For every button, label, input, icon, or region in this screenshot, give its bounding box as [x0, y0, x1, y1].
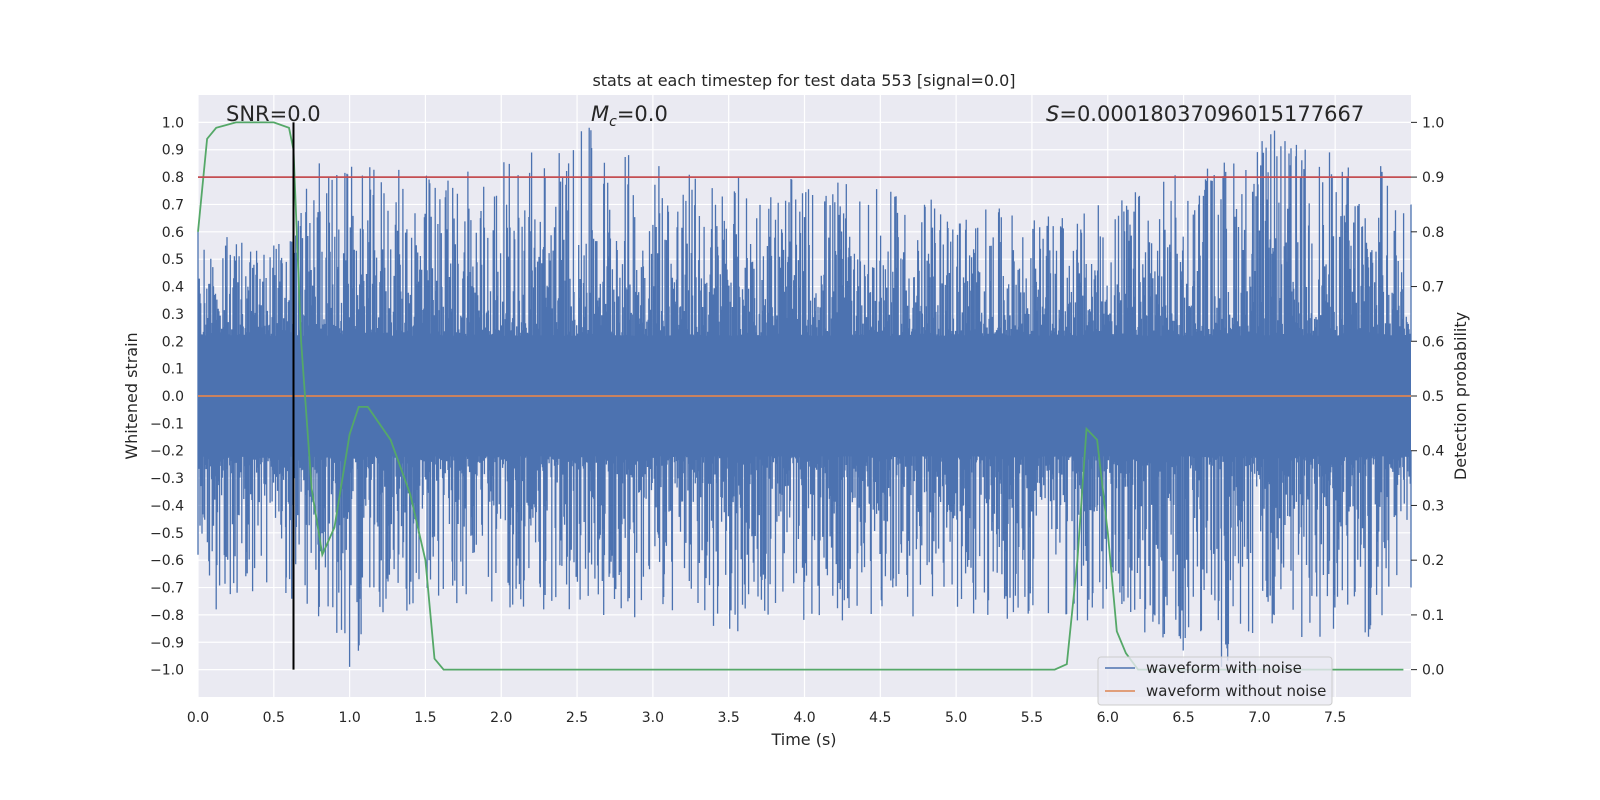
y-left-tick-label: −0.9 [150, 635, 184, 651]
legend-label-noise: waveform with noise [1146, 659, 1302, 677]
x-tick-label: 6.5 [1172, 710, 1194, 726]
chirp-mass-annotation: Mc=0.0 [591, 102, 668, 130]
y-right-tick-label: 0.8 [1422, 225, 1444, 241]
y-left-tick-label: −0.1 [150, 416, 184, 432]
x-tick-label: 3.0 [642, 710, 664, 726]
y-axis-label-left: Whitened strain [122, 332, 141, 459]
line-series [197, 121, 1411, 671]
chirp-mass-value: =0.0 [617, 102, 668, 126]
x-tick-label: 3.5 [718, 710, 740, 726]
x-tick-label: 2.5 [566, 710, 588, 726]
x-tick-label: 1.0 [338, 710, 360, 726]
y-left-tick-label: 0.7 [162, 197, 184, 213]
y-right-tick-label: 0.3 [1422, 498, 1444, 514]
snr-annotation: SNR=0.0 [226, 102, 321, 126]
y-right-tick-label: 0.6 [1422, 334, 1444, 350]
legend: waveform with noise waveform without noi… [1097, 656, 1333, 706]
x-tick-label: 4.5 [869, 710, 891, 726]
y-right-tick-label: 0.0 [1422, 663, 1444, 679]
x-tick-label: 5.0 [945, 710, 967, 726]
score-value: =0.00018037096015177667 [1059, 102, 1364, 126]
y-left-tick-label: 1.0 [162, 115, 184, 131]
y-left-tick-label: −0.6 [150, 553, 184, 569]
x-axis-label: Time (s) [770, 730, 836, 749]
y-left-tick-labels: −1.0 −0.9 −0.8 −0.7 −0.6 −0.5 −0.4 −0.3 −0.2 −0.1… [150, 115, 184, 678]
y-left-tick-label: 0.3 [162, 307, 184, 323]
x-tick-label: 0.0 [187, 710, 209, 726]
y-left-tick-label: 0.1 [162, 362, 184, 378]
y-right-tick-label: 1.0 [1422, 115, 1444, 131]
chart-title: stats at each timestep for test data 553… [592, 71, 1015, 90]
x-tick-label: 5.5 [1021, 710, 1043, 726]
legend-box [1097, 656, 1333, 706]
x-tick-label: 1.5 [414, 710, 436, 726]
detection-probability-line [197, 121, 1404, 671]
score-symbol: S [1046, 102, 1059, 126]
x-tick-label: 7.0 [1248, 710, 1270, 726]
x-tick-label: 7.5 [1324, 710, 1346, 726]
noise-series [197, 127, 1412, 667]
chirp-mass-subscript: c [609, 114, 617, 130]
noise-trace [197, 127, 1412, 667]
y-left-tick-label: −0.5 [150, 526, 184, 542]
x-tick-labels: 0.0 0.5 1.0 1.5 2.0 2.5 3.0 3.5 4.0 4.5 5.0 5.5 6.0 6… [187, 710, 1346, 726]
y-right-tick-label: 0.9 [1422, 170, 1444, 186]
y-left-tick-label: 0.4 [162, 280, 184, 296]
y-right-tick-label: 0.7 [1422, 280, 1444, 296]
x-tick-label: 0.5 [263, 710, 285, 726]
y-left-tick-label: −1.0 [150, 663, 184, 679]
y-right-tick-label: 0.2 [1422, 553, 1444, 569]
score-annotation: S=0.00018037096015177667 [1046, 102, 1364, 126]
y-right-tick-label: 0.5 [1422, 389, 1444, 405]
y-left-tick-label: −0.4 [150, 498, 184, 514]
y-left-tick-label: −0.7 [150, 581, 184, 597]
y-right-tick-labels: 0.0 0.1 0.2 0.3 0.4 0.5 0.6 0.7 0.8 0.9 1.0 [1411, 115, 1444, 679]
y-left-tick-label: 0.9 [162, 143, 184, 159]
x-tick-label: 6.0 [1097, 710, 1119, 726]
x-tick-label: 4.0 [793, 710, 815, 726]
y-left-tick-label: −0.2 [150, 444, 184, 460]
x-tick-label: 2.0 [490, 710, 512, 726]
y-axis-label-right: Detection probability [1451, 312, 1470, 480]
y-left-tick-label: −0.3 [150, 471, 184, 487]
y-left-tick-label: 0.0 [162, 389, 184, 405]
legend-label-clean: waveform without noise [1146, 682, 1326, 700]
y-right-tick-label: 0.1 [1422, 608, 1444, 624]
y-left-tick-label: 0.5 [162, 252, 184, 268]
y-left-tick-label: 0.6 [162, 225, 184, 241]
y-left-tick-label: −0.8 [150, 608, 184, 624]
y-right-tick-label: 0.4 [1422, 444, 1444, 460]
y-left-tick-label: 0.2 [162, 334, 184, 350]
y-left-tick-label: 0.8 [162, 170, 184, 186]
chirp-mass-symbol: M [591, 102, 609, 126]
